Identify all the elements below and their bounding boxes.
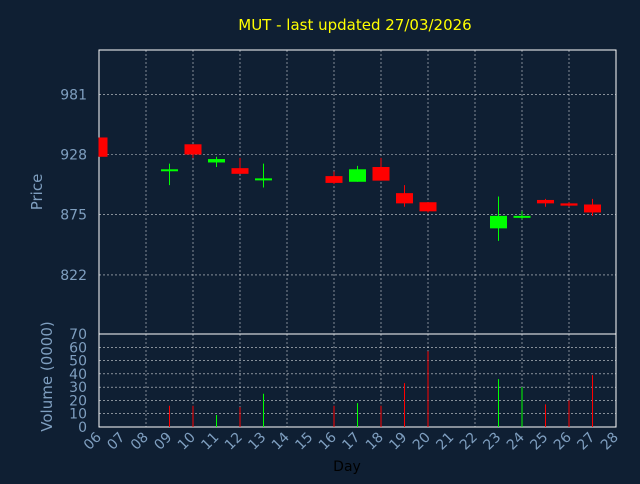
volume-axis-label: Volume (0000) [38,321,56,431]
candle-body [231,168,249,174]
price-panel: 822 875 928 981 Price [28,49,617,335]
x-tick-label: 27 [574,430,598,454]
volume-tick-label: 60 [69,340,87,356]
candle-body [396,193,413,204]
candle-body [184,144,202,155]
x-tick-label: 12 [222,430,246,454]
x-tick-label: 14 [269,429,293,453]
x-tick-label: 22 [457,430,481,454]
price-axis-label: Price [28,174,46,211]
price-tick-label: 928 [60,148,87,164]
x-tick-label: 13 [245,430,269,454]
price-frame [98,49,617,335]
volume-tick-label: 30 [69,380,87,396]
volume-tick-label: 0 [78,420,87,436]
candle-body [513,215,531,218]
x-tick-label: 08 [128,430,152,454]
price-tick-label: 875 [60,208,87,224]
volume-tick-label: 10 [69,407,87,423]
x-tick-label: 07 [104,430,128,454]
volume-tick-label: 40 [69,367,87,383]
x-tick-label: 16 [316,429,340,453]
x-tick-label: 21 [433,430,457,454]
candle-body [325,176,343,183]
volume-tick-label: 50 [69,354,87,370]
candle-body [208,159,225,163]
candle-body [560,203,578,206]
x-tick-label: 20 [410,430,434,454]
candle-body [99,137,108,157]
x-tick-label: 23 [480,430,504,454]
candle-body [372,167,390,181]
x-tick-label: 11 [198,430,222,454]
candle-body [537,199,554,204]
candle-body [490,215,507,229]
x-tick-label: 28 [598,430,622,454]
candle-body [349,169,366,182]
volume-tick-label: 20 [69,393,87,409]
candle-body [419,202,437,212]
x-tick-label: 19 [386,430,410,454]
price-tick-label: 822 [60,268,87,284]
chart-title: MUT - last updated 27/03/2026 [238,16,471,34]
x-tick-label: 10 [175,430,199,454]
x-tick-label: 18 [363,430,387,454]
candle-body [255,178,272,181]
x-tick-label: 09 [151,430,175,454]
volume-tick-label: 70 [69,327,87,343]
price-tick-label: 981 [60,87,87,103]
x-tick-label: 26 [551,429,575,453]
x-axis-label: Day [333,459,361,475]
candle-body [161,169,178,172]
x-tick-label: 25 [527,430,551,454]
x-tick-label: 15 [292,430,316,454]
candle-body [584,204,601,213]
x-tick-label: 17 [339,430,363,454]
x-tick-label: 24 [504,429,528,453]
